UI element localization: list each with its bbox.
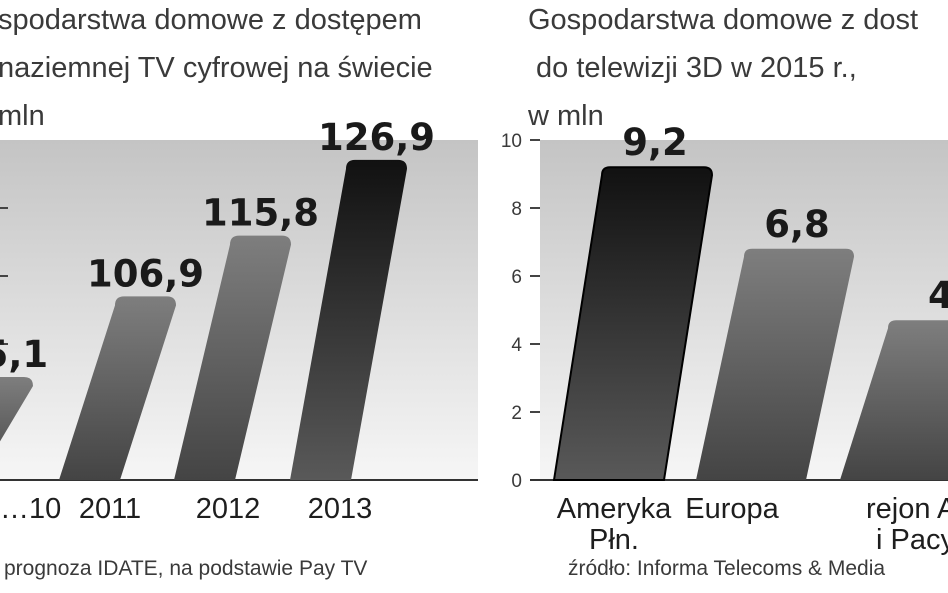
bar-0 (552, 166, 714, 481)
y-tick-label-4: 8 (511, 199, 522, 220)
y-tick-label-3: 6 (511, 267, 522, 288)
right-title-line-3: w mln (528, 100, 604, 132)
bar-1 (696, 248, 854, 480)
right-source-note: źródło: Informa Telecoms & Media (568, 557, 886, 580)
right-bars (552, 166, 948, 481)
left-chart-svg: 95,1 106,9 115,8 126,9 …10 2011 2012 2013 (0, 116, 478, 525)
left-title-line-2: naziemnej TV cyfrowej na świecie (0, 52, 433, 84)
y-tick-label-0: 0 (511, 471, 522, 492)
right-chart-title: Gospodarstwa domowe z dost do telewizji … (528, 0, 918, 140)
bar-1 (59, 296, 176, 480)
value-label-0: 95,1 (0, 333, 48, 376)
value-label-1: 6,8 (764, 203, 830, 246)
right-title-line-1: Gospodarstwa domowe z dost (528, 4, 919, 36)
right-y-axis: 0 2 4 6 8 10 (501, 131, 540, 492)
left-value-labels: 95,1 106,9 115,8 126,9 (0, 116, 435, 376)
category-label-1: 2011 (79, 493, 141, 525)
value-label-2: 115,8 (202, 192, 319, 235)
left-bars (0, 159, 407, 480)
category-label-2-line-0: rejon A… (866, 493, 948, 525)
value-label-0: 9,2 (622, 121, 688, 164)
value-label-3: 126,9 (318, 116, 435, 159)
category-label-0-line-0: Ameryka (557, 493, 672, 525)
bar-3 (290, 159, 407, 480)
left-category-labels: …10 2011 2012 2013 (0, 493, 372, 525)
y-tick-label-5: 10 (501, 131, 522, 152)
bar-2 (840, 320, 948, 480)
category-label-0: …10 (0, 493, 61, 525)
category-label-0-line-1: Płn. (589, 524, 639, 556)
bar-0 (0, 376, 33, 442)
right-value-labels: 9,2 6,8 4, (622, 121, 948, 317)
category-label-1-line-0: Europa (685, 493, 779, 525)
value-label-1: 106,9 (87, 252, 204, 295)
left-chart-panel: 95,1 106,9 115,8 126,9 …10 2011 2012 2013 spod… (0, 0, 478, 580)
y-tick-label-1: 2 (511, 403, 522, 424)
left-title-line-3: mln (0, 100, 45, 132)
y-tick-label-2: 4 (511, 335, 522, 356)
left-title-line-1: spodarstwa domowe z dostępem (0, 4, 422, 36)
category-label-3: 2013 (308, 493, 373, 525)
left-chart-title: spodarstwa domowe z dostępem naziemnej T… (0, 0, 433, 140)
bar-2 (174, 235, 291, 480)
value-label-2: 4, (928, 274, 948, 317)
category-label-2-line-1: i Pacyf… (876, 524, 948, 556)
right-title-line-2: do telewizji 3D w 2015 r., (536, 52, 857, 84)
left-source-note: prognoza IDATE, na podstawie Pay TV (4, 557, 368, 580)
category-label-2: 2012 (196, 493, 261, 525)
